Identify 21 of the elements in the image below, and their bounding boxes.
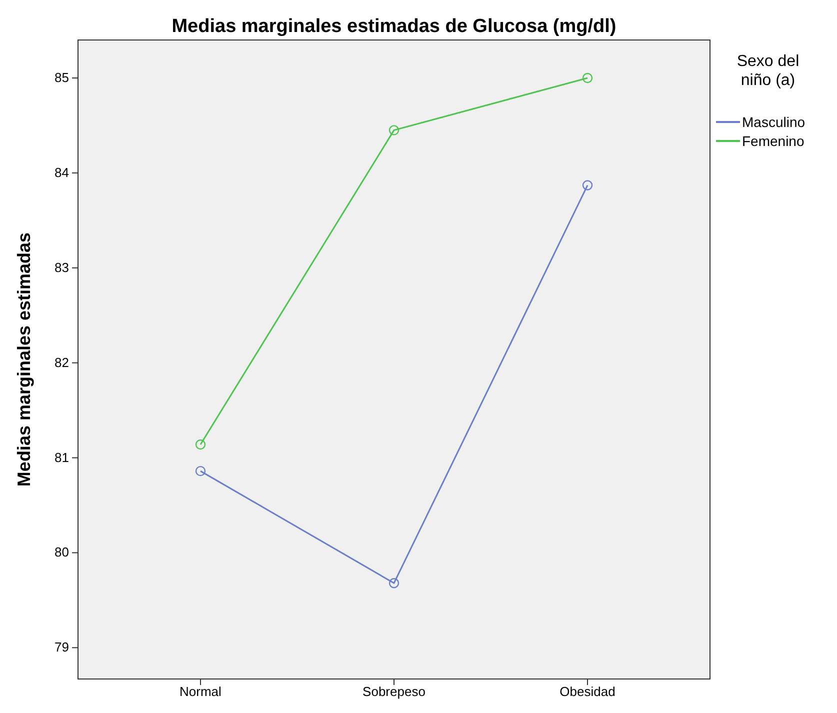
legend-label: Femenino — [742, 133, 804, 149]
y-tick-label: 80 — [54, 544, 69, 560]
point — [388, 125, 400, 136]
y-tick-label: 82 — [54, 354, 69, 370]
x-tick-label: Obesidad — [560, 684, 616, 699]
point — [582, 72, 593, 84]
y-tick-label: 85 — [54, 70, 69, 85]
x-tick-label: Sobrepeso — [362, 684, 426, 699]
y-tick-label: 83 — [54, 260, 69, 275]
y-tick-label: 81 — [54, 450, 69, 465]
legend-title: Sexo del niño (a) — [736, 53, 800, 89]
point — [582, 180, 593, 190]
chart-title: Medias marginales estimadas de Glucosa (mg/dl) — [172, 16, 616, 37]
point — [388, 578, 400, 588]
point — [195, 439, 206, 450]
y-axis-title: Medias marginales estimadas — [14, 232, 34, 487]
y-tick-label: 84 — [54, 164, 69, 180]
y-tick-label: 79 — [54, 640, 69, 655]
x-tick-label: Normal — [180, 684, 222, 699]
point — [195, 466, 206, 476]
legend-label: Masculino — [742, 114, 806, 130]
